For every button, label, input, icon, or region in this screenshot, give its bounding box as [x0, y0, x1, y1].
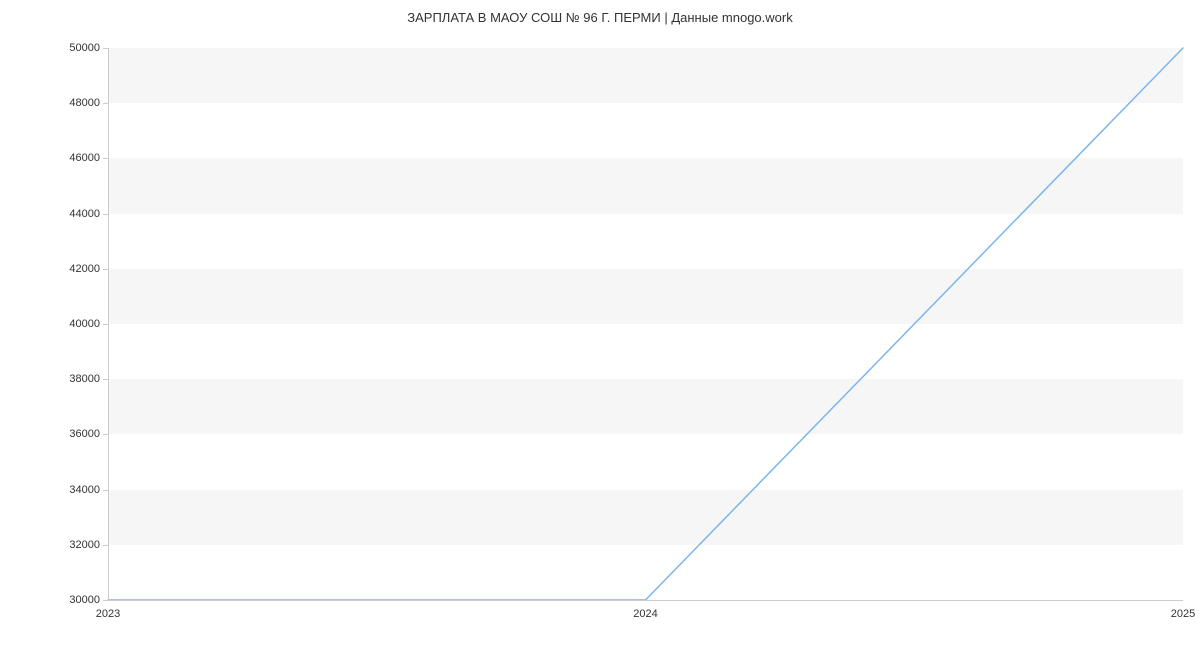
y-tick-label: 44000	[69, 208, 100, 220]
y-tick-mark	[103, 379, 108, 380]
x-tick-label: 2023	[96, 608, 120, 620]
y-tick-label: 50000	[69, 42, 100, 54]
y-tick-mark	[103, 214, 108, 215]
y-tick-mark	[103, 269, 108, 270]
x-tick-label: 2025	[1171, 608, 1195, 620]
y-tick-label: 34000	[69, 484, 100, 496]
y-tick-mark	[103, 600, 108, 601]
y-axis-line	[108, 48, 109, 600]
y-tick-mark	[103, 158, 108, 159]
y-tick-mark	[103, 490, 108, 491]
y-tick-mark	[103, 48, 108, 49]
y-tick-label: 42000	[69, 263, 100, 275]
salary-line-chart: ЗАРПЛАТА В МАОУ СОШ № 96 Г. ПЕРМИ | Данн…	[0, 0, 1200, 650]
y-tick-label: 46000	[69, 152, 100, 164]
y-tick-label: 32000	[69, 539, 100, 551]
y-tick-label: 38000	[69, 373, 100, 385]
y-tick-mark	[103, 103, 108, 104]
x-tick-label: 2024	[633, 608, 657, 620]
x-axis-line	[108, 600, 1183, 601]
y-tick-label: 40000	[69, 318, 100, 330]
y-tick-label: 30000	[69, 594, 100, 606]
chart-line-svg	[108, 48, 1183, 600]
plot-area: 3000032000340003600038000400004200044000…	[108, 48, 1183, 600]
y-tick-label: 48000	[69, 97, 100, 109]
chart-title: ЗАРПЛАТА В МАОУ СОШ № 96 Г. ПЕРМИ | Данн…	[0, 10, 1200, 25]
series-line-salary	[108, 48, 1183, 600]
y-tick-mark	[103, 545, 108, 546]
y-tick-mark	[103, 434, 108, 435]
y-tick-label: 36000	[69, 428, 100, 440]
y-tick-mark	[103, 324, 108, 325]
